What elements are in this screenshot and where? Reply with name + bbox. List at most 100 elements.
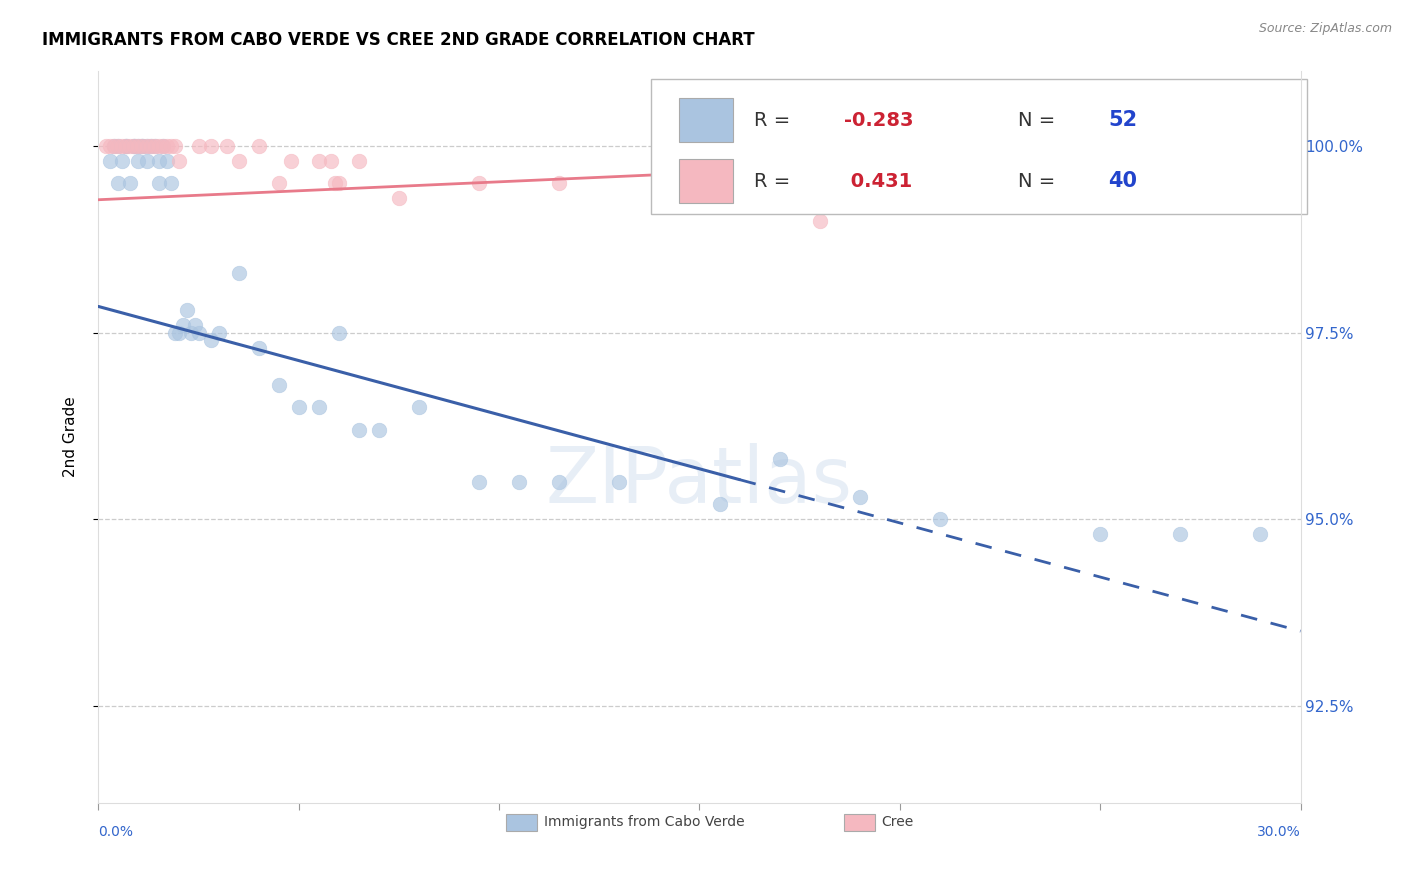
Point: [548, 475, 571, 489]
Point: [135, 153, 157, 168]
Point: [808, 213, 831, 227]
Point: [124, 139, 146, 153]
Point: [187, 326, 209, 340]
Point: [247, 139, 270, 153]
Point: [148, 177, 170, 191]
Point: [319, 153, 342, 168]
Text: 40: 40: [1108, 171, 1137, 191]
FancyBboxPatch shape: [651, 78, 1306, 214]
Bar: [679, 159, 733, 203]
Point: [115, 139, 138, 153]
Text: 30.0%: 30.0%: [1257, 825, 1301, 839]
Text: 52: 52: [1108, 111, 1137, 130]
Point: [308, 401, 330, 415]
Point: [167, 326, 190, 340]
Point: [183, 318, 205, 332]
Point: [131, 139, 153, 153]
Text: R =: R =: [754, 111, 796, 130]
Point: [111, 153, 134, 168]
Point: [468, 177, 491, 191]
Point: [288, 401, 311, 415]
Point: [247, 341, 270, 355]
Point: [163, 139, 186, 153]
Point: [115, 139, 138, 153]
Point: [135, 139, 157, 153]
Point: [328, 326, 350, 340]
Point: [1270, 177, 1292, 191]
Point: [152, 139, 174, 153]
Text: N =: N =: [1018, 171, 1062, 191]
Text: IMMIGRANTS FROM CABO VERDE VS CREE 2ND GRADE CORRELATION CHART: IMMIGRANTS FROM CABO VERDE VS CREE 2ND G…: [42, 31, 755, 49]
Point: [609, 475, 631, 489]
Text: 0.0%: 0.0%: [98, 825, 134, 839]
Point: [200, 333, 222, 347]
Text: Source: ZipAtlas.com: Source: ZipAtlas.com: [1258, 22, 1392, 36]
Point: [111, 139, 134, 153]
Point: [388, 191, 411, 205]
Point: [139, 139, 162, 153]
Point: [100, 139, 122, 153]
Point: [1250, 527, 1272, 541]
Point: [408, 401, 430, 415]
Point: [131, 139, 153, 153]
Point: [228, 266, 250, 280]
Text: R =: R =: [754, 171, 796, 191]
Point: [1088, 177, 1111, 191]
Point: [128, 153, 150, 168]
Point: [1170, 527, 1192, 541]
Point: [468, 475, 491, 489]
Point: [107, 139, 129, 153]
Point: [187, 139, 209, 153]
Point: [107, 177, 129, 191]
Point: [107, 139, 129, 153]
Text: ZIPatlas: ZIPatlas: [546, 443, 853, 519]
Point: [139, 139, 162, 153]
Point: [155, 139, 177, 153]
Point: [148, 153, 170, 168]
Point: [100, 153, 122, 168]
Point: [120, 177, 142, 191]
Point: [347, 423, 370, 437]
Point: [267, 377, 290, 392]
Point: [96, 139, 118, 153]
Point: [1088, 527, 1111, 541]
Text: -0.283: -0.283: [844, 111, 914, 130]
Point: [280, 153, 302, 168]
Point: [172, 318, 194, 332]
Point: [200, 139, 222, 153]
Point: [208, 326, 231, 340]
Point: [103, 139, 125, 153]
Point: [128, 139, 150, 153]
Point: [128, 139, 150, 153]
Point: [163, 326, 186, 340]
Point: [368, 423, 391, 437]
Point: [143, 139, 166, 153]
Point: [167, 153, 190, 168]
Point: [152, 139, 174, 153]
Point: [929, 512, 952, 526]
Point: [180, 326, 202, 340]
Point: [648, 191, 671, 205]
Point: [308, 153, 330, 168]
Point: [347, 153, 370, 168]
Point: [124, 139, 146, 153]
Text: 0.431: 0.431: [844, 171, 912, 191]
Point: [135, 139, 157, 153]
Y-axis label: 2nd Grade: 2nd Grade: [63, 397, 77, 477]
Point: [215, 139, 238, 153]
Point: [709, 497, 731, 511]
Point: [143, 139, 166, 153]
Point: [131, 139, 153, 153]
Point: [120, 139, 142, 153]
Point: [103, 139, 125, 153]
Point: [1250, 139, 1272, 153]
Point: [228, 153, 250, 168]
Point: [267, 177, 290, 191]
Bar: [679, 98, 733, 143]
Point: [508, 475, 530, 489]
Text: Immigrants from Cabo Verde: Immigrants from Cabo Verde: [544, 815, 745, 830]
Point: [159, 139, 181, 153]
Point: [548, 177, 571, 191]
Point: [769, 452, 792, 467]
Point: [148, 139, 170, 153]
